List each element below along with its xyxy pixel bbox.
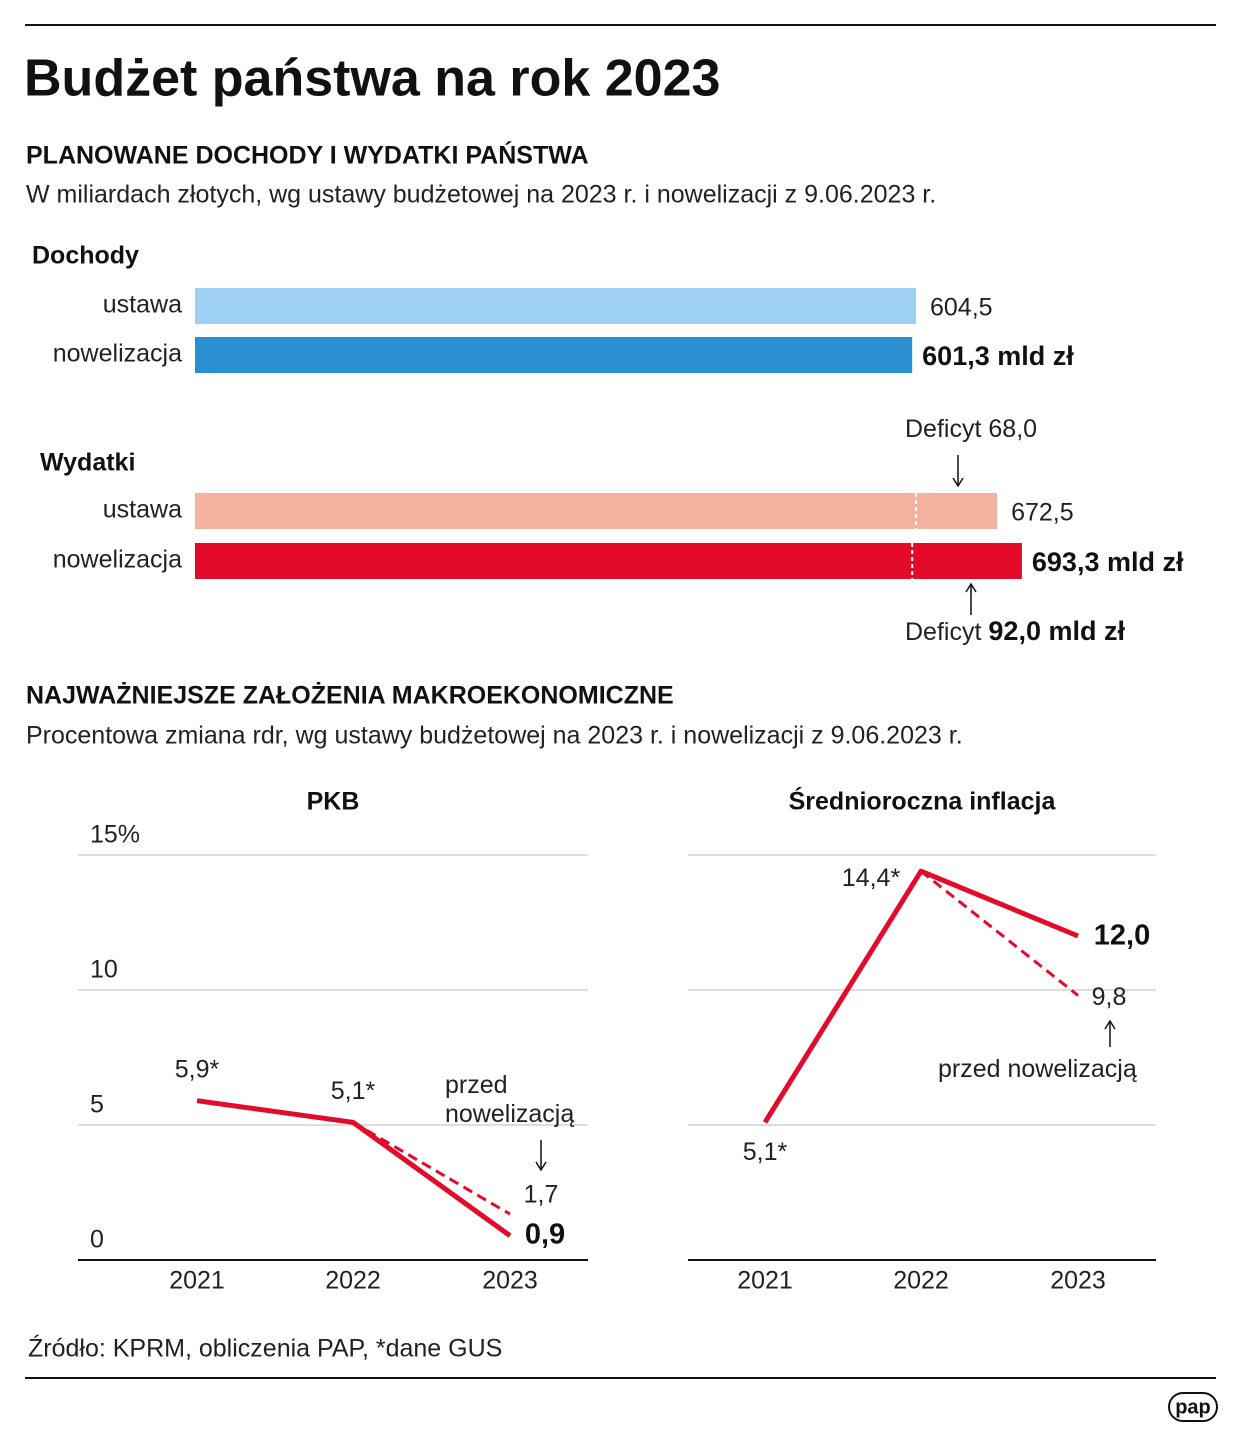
x-tick-label: 2021 — [737, 1267, 793, 1295]
section-heading: PLANOWANE DOCHODY I WYDATKI PAŃSTWA — [26, 141, 589, 170]
value-label: 1,7 — [524, 1181, 559, 1209]
value-label: 5,1* — [743, 1138, 788, 1166]
bar — [195, 493, 998, 529]
value-label: 693,3 mld zł — [1032, 547, 1184, 577]
value-label: 601,3 mld zł — [922, 341, 1074, 371]
value-label: 5,1* — [331, 1077, 376, 1105]
source: Źródło: KPRM, obliczenia PAP, *dane GUS — [28, 1334, 502, 1363]
line — [762, 868, 1079, 1124]
annotation: przed nowelizacją — [445, 1071, 575, 1128]
y-tick-label: 5 — [90, 1091, 104, 1119]
y-tick-label: 15% — [90, 821, 140, 849]
deficit-label: Deficyt 92,0 mld zł — [905, 616, 1125, 646]
arrow-head — [965, 582, 977, 593]
bar — [195, 543, 1022, 579]
group-label: Wydatki — [40, 449, 135, 477]
category-label: ustawa — [103, 496, 182, 524]
annotation: przed nowelizacją — [938, 1055, 1137, 1083]
logo: pap — [1175, 1396, 1211, 1418]
value-label: 14,4* — [842, 864, 901, 892]
deficit-text: Deficyt — [905, 415, 981, 443]
deficit-value: 68,0 — [988, 415, 1037, 443]
category-label: nowelizacja — [53, 340, 182, 368]
arrow-head — [952, 477, 964, 488]
logo-frame — [1168, 1392, 1218, 1422]
value-label: 604,5 — [930, 294, 993, 322]
chart-title: Średnioroczna inflacja — [789, 786, 1057, 816]
title: Budżet państwa na rok 2023 — [24, 50, 720, 108]
x-tick-label: 2022 — [325, 1267, 381, 1295]
x-tick-label: 2021 — [169, 1267, 225, 1295]
category-label: ustawa — [103, 291, 182, 319]
bar — [195, 288, 916, 324]
y-tick-label: 10 — [90, 956, 118, 984]
section-heading: NAJWAŻNIEJSZE ZAŁOŻENIA MAKROEKONOMICZNE — [26, 682, 674, 710]
value-label: 0,9 — [525, 1218, 565, 1250]
chart-title: PKB — [307, 788, 360, 816]
x-tick-label: 2023 — [1050, 1267, 1106, 1295]
x-tick-label: 2023 — [482, 1267, 538, 1295]
section-subtitle: W miliardach złotych, wg ustawy budżetow… — [26, 181, 936, 209]
value-label: 12,0 — [1094, 920, 1150, 952]
bar — [195, 337, 913, 373]
line — [920, 870, 1079, 997]
arrow-head — [1104, 1019, 1116, 1030]
value-label: 5,9* — [175, 1055, 220, 1083]
group-label: Dochody — [32, 242, 139, 270]
value-label: 672,5 — [1011, 499, 1074, 527]
category-label: nowelizacja — [53, 546, 182, 574]
deficit-label: Deficyt 68,0 — [905, 415, 1037, 443]
deficit-text: Deficyt — [905, 618, 981, 646]
section-subtitle: Procentowa zmiana rdr, wg ustawy budżeto… — [26, 722, 963, 750]
y-tick-label: 0 — [90, 1226, 104, 1254]
value-label: 9,8 — [1092, 983, 1127, 1011]
line — [352, 1121, 511, 1216]
x-tick-label: 2022 — [893, 1267, 949, 1295]
arrow-head — [535, 1161, 547, 1172]
deficit-value: 92,0 mld zł — [988, 616, 1125, 646]
